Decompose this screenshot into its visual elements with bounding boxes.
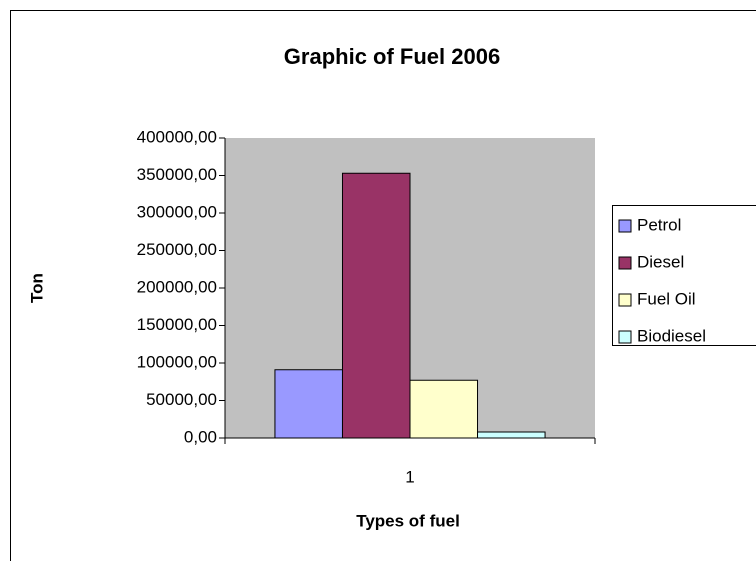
y-axis-title: Ton: [27, 273, 46, 303]
y-tick-label: 350000,00: [137, 165, 217, 184]
legend-box: [612, 205, 756, 346]
chart-title: Graphic of Fuel 2006: [284, 44, 500, 69]
legend-swatch: [618, 219, 632, 233]
bar: [409, 379, 479, 439]
legend-label: Petrol: [637, 215, 681, 234]
bar: [274, 369, 343, 439]
bar: [341, 172, 411, 439]
legend-label: Diesel: [637, 252, 684, 271]
y-tick-label: 250000,00: [137, 240, 217, 259]
legend-swatch: [618, 293, 632, 307]
legend-label: Biodiesel: [637, 326, 706, 345]
legend-swatch: [618, 256, 632, 270]
legend-label: Fuel Oil: [637, 289, 696, 308]
y-tick-label: 100000,00: [137, 352, 217, 371]
y-tick-label: 0,00: [184, 427, 217, 446]
y-tick-label: 300000,00: [137, 202, 217, 221]
y-tick-label: 150000,00: [137, 315, 217, 334]
x-axis-title: Types of fuel: [356, 511, 460, 530]
x-tick-label: 1: [405, 467, 414, 486]
bar: [477, 431, 546, 439]
y-tick-label: 400000,00: [137, 127, 217, 146]
y-tick-label: 50000,00: [146, 390, 217, 409]
y-tick-label: 200000,00: [137, 277, 217, 296]
legend-swatch: [618, 330, 632, 344]
